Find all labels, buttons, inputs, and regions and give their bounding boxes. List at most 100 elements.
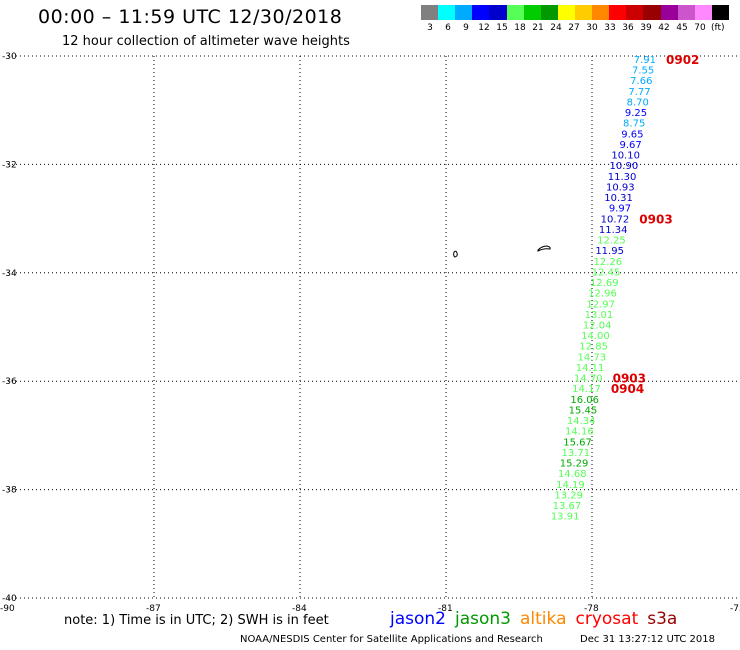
wave-height-value: 12.45: [592, 267, 621, 278]
scale-label: 18: [514, 23, 526, 33]
color-scale-swatches: [421, 5, 729, 20]
wave-height-value: 9.65: [621, 129, 643, 140]
wave-height-value: 10.72: [601, 214, 630, 225]
wave-height-value: 14.17: [572, 384, 601, 395]
time-tag: 0902: [666, 53, 699, 67]
lon-label: -81: [438, 604, 453, 614]
lat-label: -30: [2, 52, 17, 62]
scale-label: 27: [568, 23, 580, 33]
scale-label: 15: [496, 23, 508, 33]
scale-swatch: [489, 5, 507, 20]
wave-height-value: 14.73: [578, 352, 607, 363]
lat-label: -40: [2, 594, 17, 604]
wave-height-value: 9.25: [625, 108, 647, 119]
wave-height-value: 11.30: [608, 172, 637, 183]
satellite-legend: jason2 jason3 altika cryosat s3a: [390, 609, 686, 629]
wave-height-value: 11.34: [599, 225, 628, 236]
lon-label: -75: [730, 604, 740, 614]
wave-height-value: 15.67: [563, 437, 592, 448]
time-tag: 0903: [613, 372, 646, 386]
wave-height-value: 10.31: [604, 193, 633, 204]
lat-label: -38: [2, 486, 17, 496]
scale-swatch: [421, 5, 439, 20]
scale-swatch: [677, 5, 695, 20]
wave-height-value: 14.00: [581, 331, 610, 342]
lon-label: -84: [292, 604, 307, 614]
wave-height-value: 9.97: [609, 204, 631, 215]
wave-height-value: 7.55: [632, 66, 654, 77]
wave-height-value: 10.93: [606, 182, 635, 193]
generated-timestamp: Dec 31 13:27:12 UTC 2018: [580, 634, 715, 645]
color-scale-legend: 3 6 9 12 15 18 21 24 27 30 33 36 39 42 45 70 (ft): [421, 5, 729, 35]
scale-label: 24: [550, 23, 562, 33]
lon-label: -87: [146, 604, 161, 614]
scale-swatch: [574, 5, 593, 20]
color-scale-unit: (ft): [711, 23, 725, 33]
wave-height-value: 12.97: [586, 299, 615, 310]
scale-swatch: [506, 5, 524, 20]
scale-swatch: [540, 5, 558, 20]
satellite-legend-jason3: jason3: [455, 609, 511, 629]
time-tag: 0903: [639, 212, 672, 226]
wave-height-value: 8.75: [623, 119, 645, 130]
wave-height-value: 14.11: [576, 363, 605, 374]
scale-label: 36: [622, 23, 634, 33]
lon-label: -90: [0, 604, 15, 614]
wave-height-value: 12.26: [594, 257, 623, 268]
satellite-legend-cryosat: cryosat: [575, 609, 639, 629]
wave-height-value: 14.70: [574, 374, 603, 385]
satellite-legend-jason2: jason2: [390, 609, 446, 629]
island-outline: [537, 245, 551, 252]
wave-height-value: 15.45: [569, 405, 598, 416]
time-tag: 0904: [611, 382, 644, 396]
wave-height-value: 16.06: [570, 395, 599, 406]
scale-label: 30: [586, 23, 598, 33]
island-outline: [453, 250, 458, 258]
scale-label: 45: [676, 23, 688, 33]
scale-label: 3: [427, 23, 433, 33]
scale-label: 70: [694, 23, 706, 33]
satellite-legend-s3a: s3a: [647, 609, 678, 629]
scale-label: 33: [604, 23, 616, 33]
scale-swatch: [660, 5, 678, 20]
wave-height-value: 13.91: [551, 512, 580, 523]
scale-label: 21: [532, 23, 544, 33]
wave-height-value: 12.69: [590, 278, 619, 289]
wave-height-value: 12.85: [579, 342, 608, 353]
credit-line: NOAA/NESDIS Center for Satellite Applica…: [240, 634, 543, 645]
wave-height-value: 14.34: [567, 416, 596, 427]
scale-swatch: [694, 5, 712, 20]
wave-height-value: 7.77: [628, 87, 650, 98]
scale-swatch: [711, 5, 729, 20]
scale-swatch: [643, 5, 661, 20]
lon-label: -78: [584, 604, 599, 614]
scale-label: 42: [658, 23, 670, 33]
wave-height-value: 14.19: [556, 480, 585, 491]
wave-height-value: 9.67: [619, 140, 641, 151]
wave-height-value: 14.16: [565, 427, 594, 438]
scale-swatch: [438, 5, 456, 20]
scale-label: 39: [640, 23, 652, 33]
scale-swatch: [523, 5, 541, 20]
lat-label: -32: [2, 160, 17, 170]
map-subtitle: 12 hour collection of altimeter wave hei…: [62, 34, 350, 49]
scale-swatch: [472, 5, 490, 20]
wave-height-value: 7.91: [634, 55, 656, 66]
wave-height-value: 13.29: [554, 490, 583, 501]
wave-height-value: 12.25: [597, 236, 626, 247]
scale-swatch: [557, 5, 575, 20]
wave-height-value: 15.29: [560, 459, 589, 470]
wave-height-value: 7.66: [630, 76, 652, 87]
satellite-legend-altika: altika: [520, 609, 567, 629]
scale-swatch: [592, 5, 610, 20]
map-title: 00:00 – 11:59 UTC 12/30/2018: [38, 6, 343, 28]
scale-label: 9: [463, 23, 469, 33]
wave-height-value: 11.95: [595, 246, 624, 257]
wave-height-value: 12.96: [588, 289, 617, 300]
wave-height-value: 13.71: [561, 448, 590, 459]
scale-swatch: [609, 5, 627, 20]
lat-label: -36: [2, 377, 17, 387]
scale-swatch: [455, 5, 473, 20]
color-scale-labels: 3 6 9 12 15 18 21 24 27 30 33 36 39 42 45 70: [421, 23, 729, 33]
